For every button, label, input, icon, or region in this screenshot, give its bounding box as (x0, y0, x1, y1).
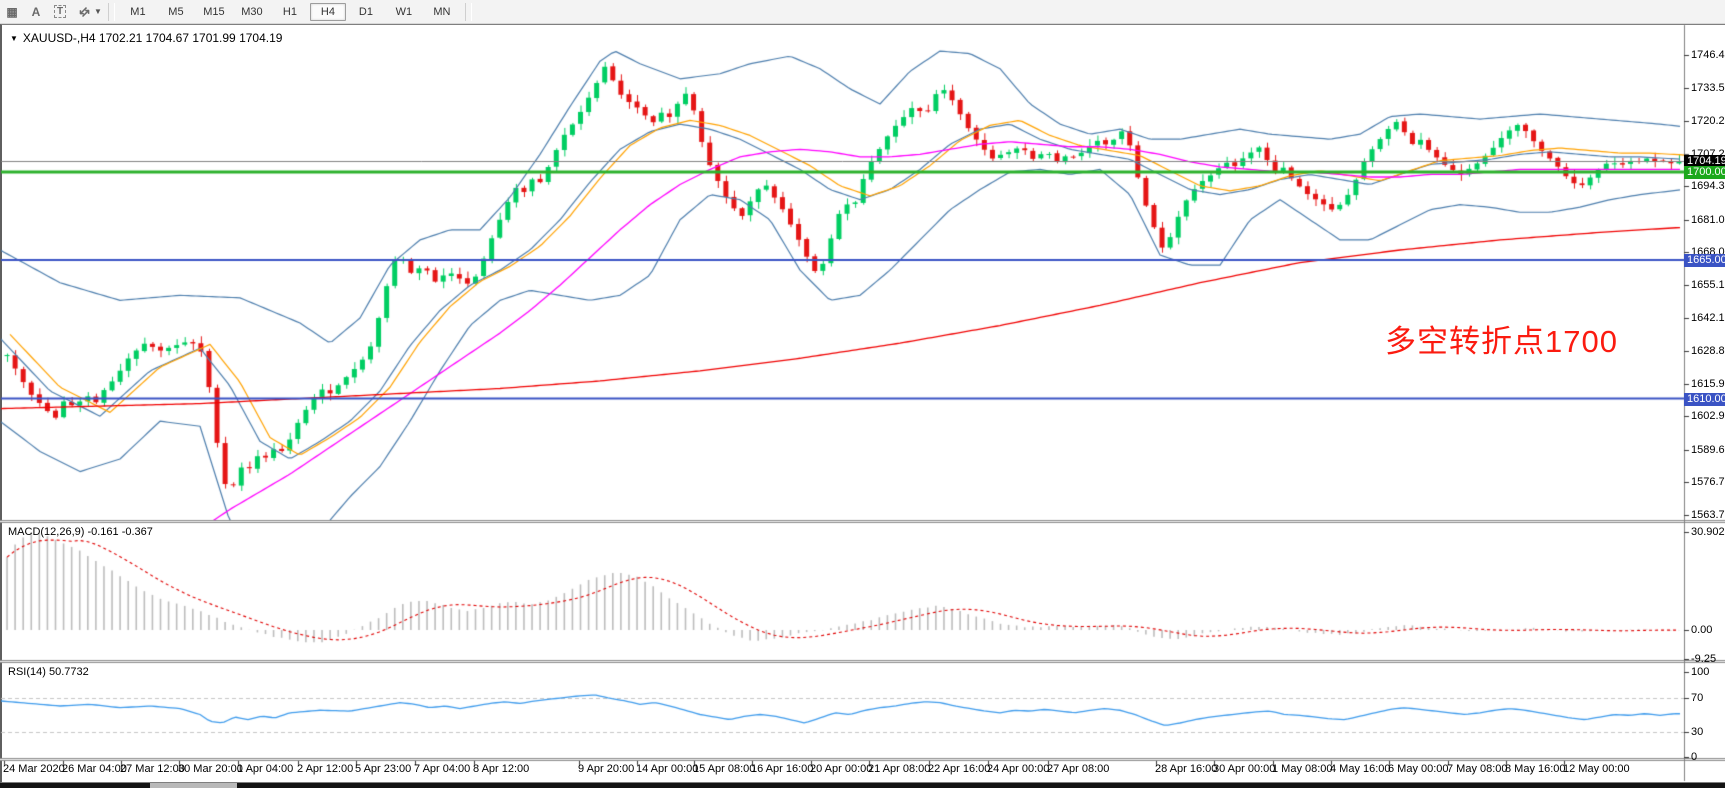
bottom-strip-segment (237, 783, 1725, 788)
time-axis-label: 22 Apr 16:00 (928, 763, 991, 775)
macd-axis-tick: -9.25 (1691, 653, 1717, 666)
price-axis-tick: 1628.85 (1691, 345, 1725, 357)
bottom-strip-segment (0, 783, 150, 788)
level-price-box-1665.00: 1665.00 (1684, 254, 1725, 267)
price-axis-tick: 1733.50 (1691, 82, 1725, 94)
price-axis-tick: 1746.45 (1691, 49, 1725, 61)
time-axis-label: 26 Mar 04:00 (62, 763, 127, 775)
time-axis-label: 5 Apr 23:00 (355, 763, 412, 775)
macd-indicator-label: MACD(12,26,9) -0.161 -0.367 (8, 526, 153, 538)
chart-text-annotation: 多空转折点1700 (1385, 324, 1618, 359)
bottom-strip-segment (150, 783, 237, 788)
time-axis-label: 28 Apr 16:00 (1155, 763, 1218, 775)
time-axis-label: 7 May 08:00 (1447, 763, 1508, 775)
time-axis-label: 2 Apr 12:00 (297, 763, 354, 775)
macd-axis-tick: 30.902 (1691, 526, 1725, 538)
price-axis-tick: 1655.10 (1691, 279, 1725, 291)
level-price-box-1610.00: 1610.00 (1684, 393, 1725, 406)
time-axis-label: 20 Apr 00:00 (810, 763, 873, 775)
time-axis-label: 16 Apr 16:00 (751, 763, 814, 775)
time-axis-label: 8 Apr 12:00 (473, 763, 530, 775)
time-axis-label: 21 Apr 08:00 (868, 763, 931, 775)
price-axis-tick: 1642.15 (1691, 312, 1725, 324)
current-price-box: 1704.19 (1684, 155, 1725, 168)
price-axis-tick: 1589.65 (1691, 444, 1725, 456)
chart-title: ▼ XAUUSD-,H4 1702.21 1704.67 1701.99 1704… (10, 31, 282, 45)
time-axis-label: 24 Apr 00:00 (987, 763, 1050, 775)
price-axis-tick: 1615.90 (1691, 378, 1725, 390)
time-axis-label: 7 Apr 04:00 (414, 763, 471, 775)
time-axis-label: 9 Apr 20:00 (578, 763, 635, 775)
price-axis-tick: 1576.70 (1691, 476, 1725, 488)
price-axis-tick: 1720.20 (1691, 115, 1725, 127)
chart-title-text: XAUUSD-,H4 1702.21 1704.67 1701.99 1704.… (22, 31, 283, 45)
time-axis-label: 24 Mar 2020 (3, 763, 65, 775)
time-axis-label: 30 Apr 00:00 (1213, 763, 1276, 775)
price-axis-tick: 1694.30 (1691, 180, 1725, 192)
chart-dropdown-icon[interactable]: ▼ (10, 34, 18, 43)
macd-axis-tick: 0.00 (1691, 624, 1713, 636)
time-axis-label: 27 Apr 08:00 (1047, 763, 1110, 775)
rsi-axis-tick: 30 (1691, 726, 1704, 738)
time-axis-label: 12 May 00:00 (1563, 763, 1630, 775)
time-axis-label: 6 May 00:00 (1388, 763, 1449, 775)
time-axis-label: 4 May 16:00 (1330, 763, 1391, 775)
bottom-edge-strip (0, 783, 1725, 788)
rsi-axis-tick: 100 (1691, 666, 1710, 678)
time-axis-label: 14 Apr 00:00 (636, 763, 699, 775)
rsi-indicator-label: RSI(14) 50.7732 (8, 666, 89, 678)
level-price-box-1700.00: 1700.00 (1684, 166, 1725, 179)
time-axis-label: 1 Apr 04:00 (237, 763, 294, 775)
rsi-axis-tick: 0 (1691, 751, 1698, 763)
price-axis-tick: 1602.95 (1691, 410, 1725, 422)
time-axis-label: 15 Apr 08:00 (693, 763, 756, 775)
time-axis-label: 30 Mar 20:00 (178, 763, 243, 775)
time-axis-label: 27 Mar 12:00 (120, 763, 185, 775)
time-axis-label: 8 May 16:00 (1505, 763, 1566, 775)
time-axis-label: 1 May 08:00 (1272, 763, 1333, 775)
rsi-axis-tick: 70 (1691, 692, 1704, 704)
price-axis-tick: 1681.00 (1691, 214, 1725, 226)
price-axis-tick: 1563.75 (1691, 509, 1725, 521)
